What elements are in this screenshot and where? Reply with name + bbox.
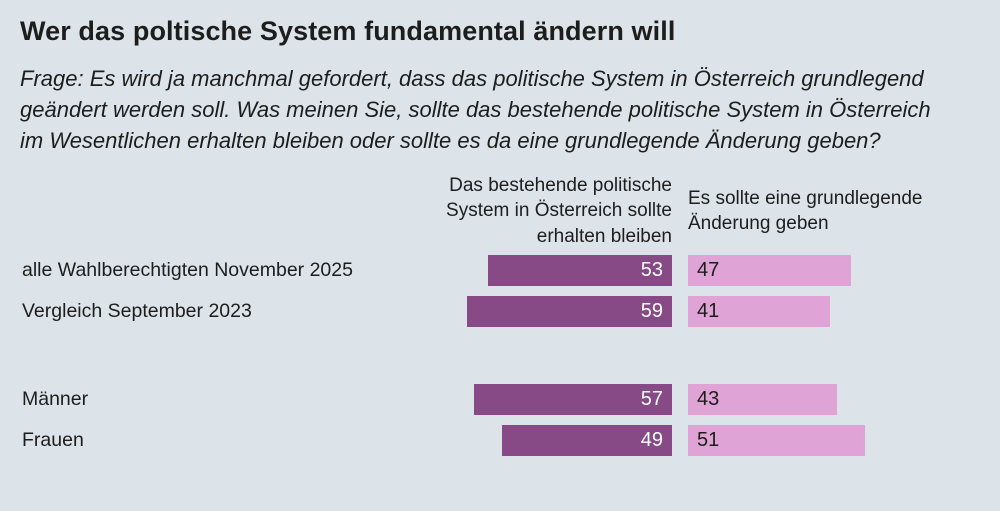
change-bar: 51 bbox=[688, 424, 865, 456]
group-spacer bbox=[20, 337, 980, 384]
row-label: Frauen bbox=[22, 428, 84, 451]
change-value: 47 bbox=[697, 258, 720, 281]
chart-question: Frage: Es wird ja manchmal gefordert, da… bbox=[20, 66, 931, 154]
keep-bar: 57 bbox=[474, 383, 672, 415]
bar-chart-rows: alle Wahlberechtigten November 2025 53 47 V… bbox=[20, 254, 980, 456]
change-bar: 47 bbox=[688, 254, 851, 286]
change-value: 51 bbox=[697, 428, 720, 451]
row-label: Männer bbox=[22, 387, 89, 410]
bar-row: Vergleich September 2023 59 41 bbox=[20, 295, 980, 327]
keep-value: 59 bbox=[640, 299, 663, 322]
keep-value: 53 bbox=[640, 258, 663, 281]
bar-row: Männer 57 43 bbox=[20, 383, 980, 415]
column-header-change: Es sollte eine grundlegende Änderung geb… bbox=[688, 187, 923, 235]
keep-value: 49 bbox=[640, 428, 663, 451]
change-bar: 43 bbox=[688, 383, 837, 415]
column-header-keep: Das bestehende politische System in Öste… bbox=[446, 174, 672, 247]
bar-row: alle Wahlberechtigten November 2025 53 47 bbox=[20, 254, 980, 286]
keep-value: 57 bbox=[640, 387, 663, 410]
row-label: alle Wahlberechtigten November 2025 bbox=[22, 258, 353, 281]
change-value: 43 bbox=[697, 387, 720, 410]
column-headers: Das bestehende politische System in Öste… bbox=[20, 171, 980, 255]
change-bar: 41 bbox=[688, 295, 830, 327]
keep-bar: 53 bbox=[488, 254, 672, 286]
keep-bar: 49 bbox=[502, 424, 672, 456]
bar-row: Frauen 49 51 bbox=[20, 424, 980, 456]
keep-bar: 59 bbox=[467, 295, 672, 327]
page-title: Wer das poltische System fundamental änd… bbox=[20, 16, 676, 46]
row-label: Vergleich September 2023 bbox=[22, 299, 252, 322]
change-value: 41 bbox=[697, 299, 720, 322]
